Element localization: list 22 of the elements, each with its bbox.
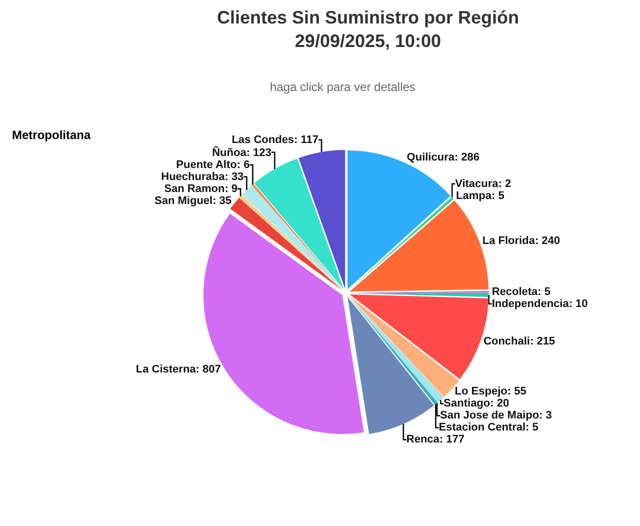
chart-subtitle: haga click para ver detalles [270,80,416,94]
slice-label: Conchali: 215 [484,336,556,348]
slice-label: Renca: 177 [406,434,464,446]
slice-label: Independencia: 10 [492,298,588,310]
slice-label: Lampa: 5 [456,190,504,202]
slice-label: La Cisterna: 807 [136,363,221,376]
slice-label: Vitacura: 2 [455,178,512,190]
slice-label: Lo Espejo: 55 [454,386,526,398]
slice-label: San Miguel: 35 [154,194,232,207]
slice-label: Estacion Central: 5 [438,422,538,434]
chart-title: Clientes Sin Suministro por Región 29/09/2025, 10:00 [216,8,520,52]
slice-label: Huechuraba: 33 [161,170,244,183]
slice-label: Quilicura: 286 [406,151,480,164]
text: Metropolitana [12,128,91,142]
slice-label: Ñuñoa: 123 [212,146,272,159]
slice-label: Recoleta: 5 [492,286,551,298]
slice-label: Las Condes: 117 [232,134,319,146]
slice-label: Puente Alto: 6 [176,158,250,171]
slice-label: San Jose de Maipo: 3 [440,410,552,422]
slice-label: San Ramon: 9 [164,182,238,195]
slice-label: Santiago: 20 [444,398,510,410]
slice-label: La Florida: 240 [482,235,560,248]
